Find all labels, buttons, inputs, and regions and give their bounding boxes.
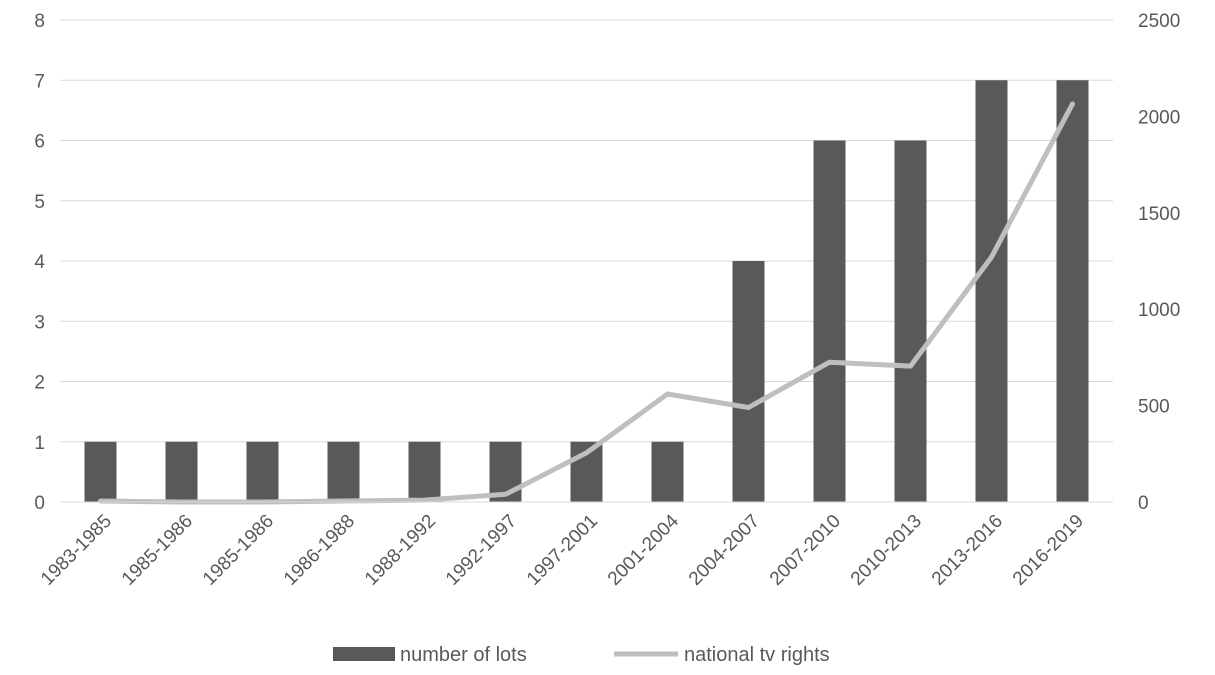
- y-left-tick-label: 1: [34, 433, 45, 454]
- y-left-tick-label: 4: [34, 252, 45, 273]
- bar: [165, 441, 198, 502]
- y-right-tick-label: 500: [1138, 397, 1170, 418]
- legend: number of lots national tv rights: [333, 644, 830, 666]
- y-left-tick-label: 5: [34, 192, 45, 213]
- bar: [1056, 80, 1089, 502]
- bar: [975, 80, 1008, 502]
- bar: [327, 441, 360, 502]
- bar-series: [84, 80, 1089, 502]
- y-left-tick-label: 8: [34, 11, 45, 32]
- bar: [246, 441, 279, 502]
- legend-label-line: national tv rights: [684, 644, 830, 666]
- x-category-label: 1985-1986: [199, 511, 278, 590]
- bar: [651, 441, 684, 502]
- x-category-label: 2001-2004: [604, 510, 683, 589]
- x-category-label: 2004-2007: [685, 511, 764, 590]
- y-left-tick-label: 2: [34, 373, 45, 394]
- x-category-label: 1983-1985: [37, 511, 116, 590]
- bar: [894, 140, 927, 502]
- bar: [813, 140, 846, 502]
- y-left-tick-label: 3: [34, 312, 45, 333]
- y-left-tick-label: 6: [34, 132, 45, 153]
- x-category-label: 2013-2016: [928, 511, 1007, 590]
- x-category-label: 1986-1988: [280, 511, 359, 590]
- legend-label-bar: number of lots: [400, 644, 527, 666]
- x-category-label: 1988-1992: [361, 511, 440, 590]
- bar: [732, 261, 765, 502]
- y-right-tick-label: 2000: [1138, 107, 1180, 128]
- y-right-tick-label: 1500: [1138, 204, 1180, 225]
- bar: [408, 441, 441, 502]
- x-category-label: 2016-2019: [1009, 511, 1088, 590]
- y-right-tick-label: 1000: [1138, 300, 1180, 321]
- y-right-tick-label: 0: [1138, 493, 1149, 514]
- x-category-label: 2010-2013: [847, 511, 926, 590]
- y-left-tick-label: 0: [34, 493, 45, 514]
- x-category-label: 1985-1986: [118, 511, 197, 590]
- bar: [84, 441, 117, 502]
- y-left-tick-label: 7: [34, 71, 45, 92]
- x-category-label: 1997-2001: [523, 511, 602, 590]
- y-right-tick-label: 2500: [1138, 11, 1180, 32]
- legend-swatch-bar: [333, 647, 395, 661]
- gridlines: [60, 19, 1113, 443]
- x-category-label: 1992-1997: [442, 511, 521, 590]
- x-category-label: 2007-2010: [766, 511, 845, 590]
